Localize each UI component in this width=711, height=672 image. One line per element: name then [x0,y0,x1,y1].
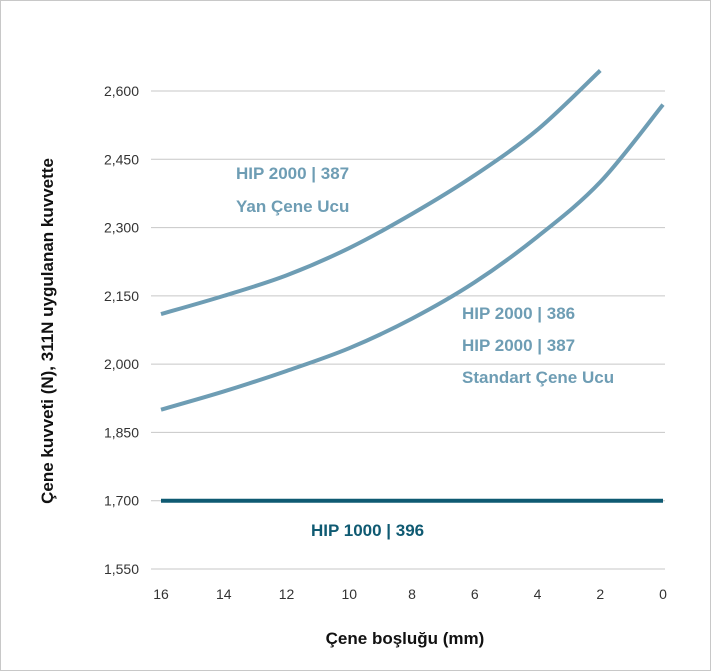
annotation-label: HIP 1000 | 396 [311,521,424,540]
x-tick-label: 6 [471,586,479,602]
x-tick-label: 14 [216,586,232,602]
annotation-label: HIP 2000 | 387 [236,164,349,183]
annotation-label: Standart Çene Ucu [462,368,614,387]
annotations: HIP 2000 | 387 Yan Çene Ucu HIP 2000 | 386… [236,164,614,540]
x-tick-label: 16 [153,586,169,602]
y-tick-label: 2,300 [104,220,139,236]
y-tick-label: 2,000 [104,356,139,372]
grid-lines [151,90,665,570]
annotation-label: Yan Çene Ucu [236,197,349,216]
annotation-label: HIP 2000 | 386 [462,304,575,323]
series-line-1 [160,69,602,316]
y-tick-label: 2,450 [104,151,139,167]
x-tick-labels: 16 14 12 10 8 6 4 2 0 [153,586,667,602]
x-tick-label: 12 [279,586,295,602]
y-tick-label: 2,150 [104,288,139,304]
y-tick-label: 1,850 [104,424,139,440]
x-axis-title: Çene boşluğu (mm) [326,629,485,648]
series-lines [160,69,665,503]
x-tick-label: 10 [341,586,357,602]
annotation-label: HIP 2000 | 387 [462,336,575,355]
y-tick-label: 2,600 [104,83,139,99]
x-tick-label: 2 [596,586,604,602]
y-tick-labels: 1,550 1,700 1,850 2,000 2,150 2,300 2,450 2,600 [104,83,139,577]
x-tick-label: 4 [534,586,542,602]
x-tick-label: 0 [659,586,667,602]
y-tick-label: 1,700 [104,493,139,509]
y-tick-label: 1,550 [104,561,139,577]
y-axis-title: Çene kuvveti (N), 311N uygulanan kuvvett… [38,158,57,504]
series-line-2 [160,103,665,412]
x-tick-label: 8 [408,586,416,602]
